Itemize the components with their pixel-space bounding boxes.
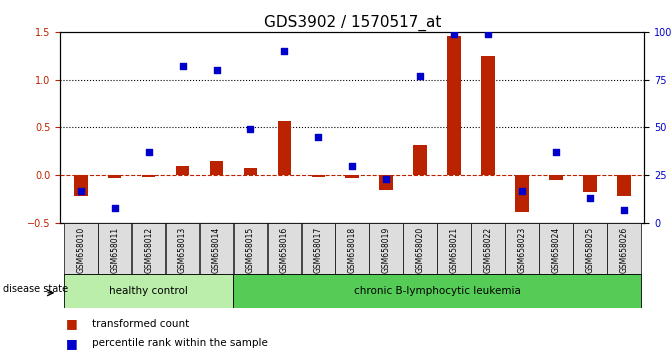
Bar xyxy=(515,175,529,212)
FancyBboxPatch shape xyxy=(437,223,471,274)
Text: GSM658010: GSM658010 xyxy=(76,227,85,273)
Text: GSM658023: GSM658023 xyxy=(517,227,527,273)
Point xyxy=(415,73,425,79)
Point xyxy=(381,176,392,182)
Bar xyxy=(413,145,427,175)
Title: GDS3902 / 1570517_at: GDS3902 / 1570517_at xyxy=(264,14,441,30)
FancyBboxPatch shape xyxy=(200,223,234,274)
FancyBboxPatch shape xyxy=(403,223,437,274)
FancyBboxPatch shape xyxy=(64,274,234,308)
Point xyxy=(449,31,460,36)
Text: GSM658021: GSM658021 xyxy=(450,227,458,273)
Text: GSM658017: GSM658017 xyxy=(314,227,323,273)
FancyBboxPatch shape xyxy=(98,223,132,274)
Bar xyxy=(108,175,121,178)
Bar xyxy=(448,36,461,175)
Bar xyxy=(176,166,189,175)
Text: GSM658013: GSM658013 xyxy=(178,227,187,273)
Bar xyxy=(617,175,631,196)
Point xyxy=(482,31,493,36)
Text: GSM658018: GSM658018 xyxy=(348,227,357,273)
Point xyxy=(347,163,358,169)
Point xyxy=(75,188,86,193)
FancyBboxPatch shape xyxy=(607,223,641,274)
FancyBboxPatch shape xyxy=(268,223,301,274)
Bar xyxy=(481,56,495,175)
Point xyxy=(313,134,323,140)
Text: GSM658012: GSM658012 xyxy=(144,227,153,273)
FancyBboxPatch shape xyxy=(336,223,369,274)
FancyBboxPatch shape xyxy=(471,223,505,274)
Text: GSM658022: GSM658022 xyxy=(484,227,493,273)
Text: GSM658020: GSM658020 xyxy=(415,227,425,273)
FancyBboxPatch shape xyxy=(370,223,403,274)
Bar xyxy=(74,175,87,196)
Point xyxy=(619,207,629,212)
FancyBboxPatch shape xyxy=(166,223,199,274)
Text: healthy control: healthy control xyxy=(109,286,188,296)
Text: GSM658025: GSM658025 xyxy=(585,227,595,273)
Point xyxy=(177,63,188,69)
FancyBboxPatch shape xyxy=(234,274,641,308)
Point xyxy=(517,188,527,193)
Bar xyxy=(346,175,359,178)
FancyBboxPatch shape xyxy=(132,223,166,274)
FancyBboxPatch shape xyxy=(573,223,607,274)
Text: ■: ■ xyxy=(66,337,78,350)
Bar xyxy=(583,175,597,193)
Text: ■: ■ xyxy=(66,318,78,330)
Text: GSM658011: GSM658011 xyxy=(110,227,119,273)
Text: GSM658026: GSM658026 xyxy=(619,227,628,273)
Bar xyxy=(278,121,291,175)
Point xyxy=(584,195,595,201)
Point xyxy=(550,149,561,155)
Text: GSM658019: GSM658019 xyxy=(382,227,391,273)
Bar xyxy=(311,175,325,177)
Text: percentile rank within the sample: percentile rank within the sample xyxy=(93,338,268,348)
Text: GSM658014: GSM658014 xyxy=(212,227,221,273)
Point xyxy=(211,67,222,73)
FancyBboxPatch shape xyxy=(301,223,335,274)
FancyBboxPatch shape xyxy=(64,223,97,274)
Text: transformed count: transformed count xyxy=(93,319,190,329)
Text: GSM658016: GSM658016 xyxy=(280,227,289,273)
FancyBboxPatch shape xyxy=(234,223,267,274)
Text: GSM658024: GSM658024 xyxy=(552,227,560,273)
Bar xyxy=(210,161,223,175)
Bar xyxy=(142,175,156,177)
FancyBboxPatch shape xyxy=(505,223,539,274)
Point xyxy=(279,48,290,54)
Point xyxy=(144,149,154,155)
FancyBboxPatch shape xyxy=(539,223,573,274)
Text: disease state: disease state xyxy=(3,285,68,295)
Point xyxy=(109,205,120,211)
Point xyxy=(245,126,256,132)
Bar xyxy=(549,175,563,180)
Bar xyxy=(379,175,393,190)
Text: GSM658015: GSM658015 xyxy=(246,227,255,273)
Text: chronic B-lymphocytic leukemia: chronic B-lymphocytic leukemia xyxy=(354,286,521,296)
Bar xyxy=(244,167,257,175)
